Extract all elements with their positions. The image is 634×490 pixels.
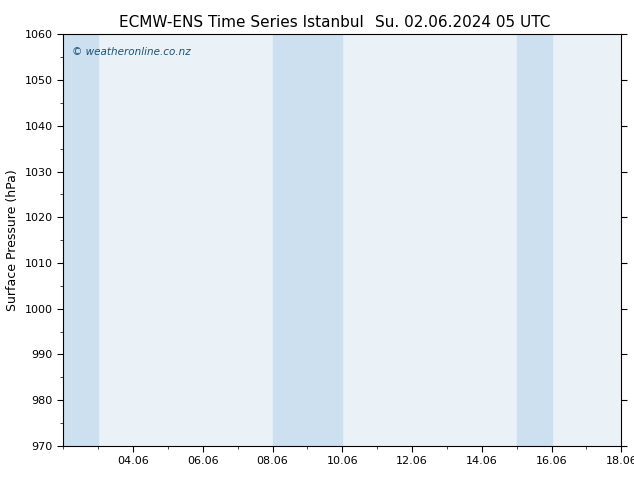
Text: © weatheronline.co.nz: © weatheronline.co.nz	[72, 47, 191, 57]
Text: ECMW-ENS Time Series Istanbul: ECMW-ENS Time Series Istanbul	[119, 15, 363, 30]
Text: Su. 02.06.2024 05 UTC: Su. 02.06.2024 05 UTC	[375, 15, 550, 30]
Bar	[273, 34, 342, 446]
Y-axis label: Surface Pressure (hPa): Surface Pressure (hPa)	[6, 169, 19, 311]
Bar	[517, 34, 552, 446]
Bar	[63, 34, 98, 446]
